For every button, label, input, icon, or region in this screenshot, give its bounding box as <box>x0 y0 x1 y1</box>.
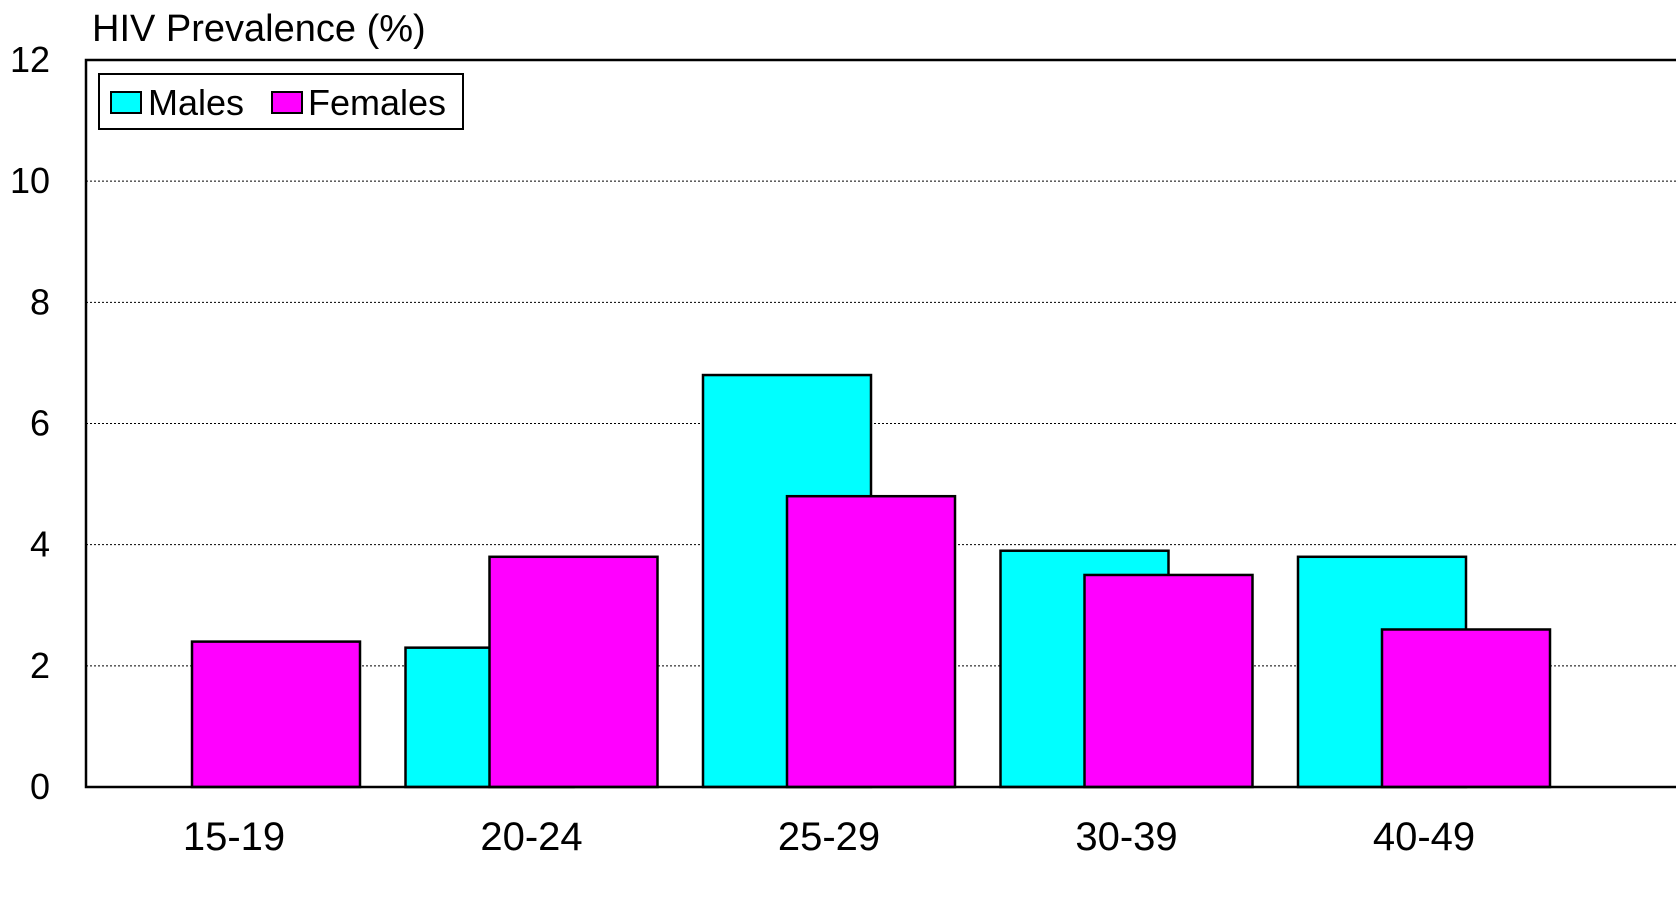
legend-swatch-females <box>271 91 303 114</box>
y-tick-label: 10 <box>10 160 50 201</box>
plot-frame <box>84 58 1676 789</box>
legend-swatch-males <box>110 91 142 114</box>
y-tick-label: 0 <box>30 766 50 807</box>
x-tick-label: 30-39 <box>1075 815 1177 859</box>
chart-title: HIV Prevalence (%) <box>92 8 426 50</box>
bar-females-40-49 <box>1380 628 1552 789</box>
x-tick-label: 25-29 <box>778 815 880 859</box>
bars <box>190 373 1552 789</box>
y-tick-label: 4 <box>30 524 50 565</box>
bar-females-20-24 <box>488 555 659 789</box>
y-tick-label: 12 <box>10 39 50 80</box>
legend-label-males: Males <box>148 82 244 123</box>
bar-females-15-19 <box>190 640 362 789</box>
y-tick-label: 8 <box>30 281 50 322</box>
legend-label-females: Females <box>308 82 446 123</box>
x-tick-label: 40-49 <box>1373 815 1475 859</box>
y-tick-label: 2 <box>30 645 50 686</box>
x-tick-label: 20-24 <box>480 815 582 859</box>
x-axis-labels: 15-19 20-24 25-29 30-39 40-49 <box>183 815 1475 859</box>
x-tick-label: 15-19 <box>183 815 285 859</box>
bar-females-30-39 <box>1083 573 1254 789</box>
legend: Males Females <box>98 73 464 130</box>
bar-females-25-29 <box>785 494 957 789</box>
y-axis-ticks: 0 2 4 6 8 10 12 <box>10 39 50 807</box>
y-tick-label: 6 <box>30 403 50 444</box>
